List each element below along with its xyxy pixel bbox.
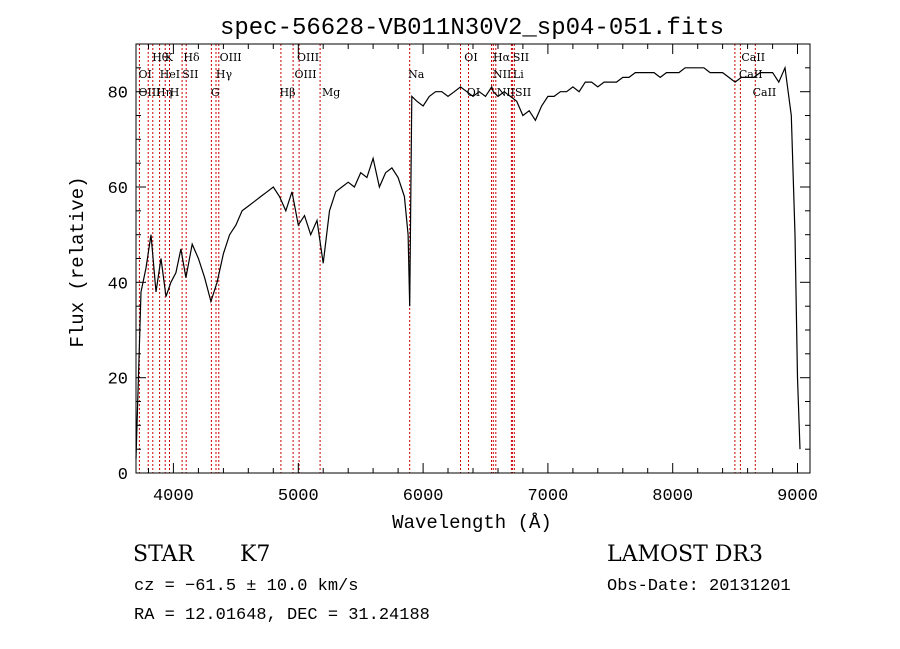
y-tick-label-40: 40: [108, 275, 128, 294]
x-tick-label-6000: 6000: [403, 487, 444, 506]
y-tick-label-0: 0: [118, 466, 128, 485]
line-label-row1-0: Hθ: [152, 51, 169, 64]
ra-dec: RA = 12.01648, DEC = 31.24188: [134, 606, 430, 625]
line-label-row2-8: CaII: [739, 68, 763, 81]
line-label-row1-7: SII: [513, 51, 529, 64]
object-subclass: K7: [240, 542, 270, 567]
x-axis-label: Wavelength (Å): [392, 512, 552, 534]
x-tick-label-8000: 8000: [652, 487, 693, 506]
x-tick-label-7000: 7000: [527, 487, 568, 506]
chart-title: spec-56628-VB011N30V2_sp04-051.fits: [220, 15, 724, 42]
spectral-line-markers: [138, 44, 756, 473]
line-label-row3-6: OI: [467, 86, 480, 99]
line-label-row2-1: HeI: [160, 68, 180, 81]
line-label-row1-6: Hα: [493, 51, 511, 64]
line-label-row3-7: NIISII: [497, 86, 532, 99]
line-label-row1-4: OIII: [297, 51, 319, 64]
y-tick-label-60: 60: [108, 180, 128, 199]
line-label-row1-8: CaII: [741, 51, 765, 64]
line-label-row2-2: SII: [182, 68, 198, 81]
y-tick-label-80: 80: [108, 85, 128, 104]
line-label-row3-4: Hβ: [280, 86, 296, 99]
obs-date: Obs-Date: 20131201: [607, 577, 791, 596]
line-label-row2-5: Na: [408, 68, 425, 81]
spectrum-line: [135, 65, 801, 459]
y-axis-ticks: 0 20 40 60 80: [108, 67, 810, 485]
line-label-row2-0: OI: [139, 68, 152, 81]
line-label-row3-0: OIII: [139, 86, 161, 99]
y-axis-label: Flux (relative): [67, 176, 89, 347]
line-label-row2-4: OIII: [295, 68, 317, 81]
redshift-cz: cz = −61.5 ± 10.0 km/s: [134, 577, 358, 596]
line-label-row1-2: Hδ: [183, 51, 200, 64]
plot-frame: [135, 43, 811, 474]
x-axis-ticks: 4000 5000 6000 7000 8000 9000: [148, 44, 818, 506]
object-class: STAR: [133, 542, 195, 567]
line-label-row3-8: CaII: [753, 86, 777, 99]
line-label-row2-7: Li: [513, 68, 524, 81]
line-label-row2-3: Hγ: [216, 68, 233, 81]
survey-name: LAMOST DR3: [607, 542, 763, 567]
x-tick-label-5000: 5000: [278, 487, 319, 506]
y-tick-label-20: 20: [108, 371, 128, 390]
line-label-row1-1: K: [165, 51, 174, 64]
x-tick-label-4000: 4000: [153, 487, 194, 506]
line-label-row3-3: G: [211, 86, 220, 99]
line-label-row1-3: OIII: [220, 51, 242, 64]
x-tick-label-9000: 9000: [777, 487, 818, 506]
line-label-row3-1: Hη: [156, 86, 172, 99]
line-label-row1-5: OI: [464, 51, 477, 64]
line-label-row2-6: NII: [493, 68, 511, 81]
line-label-row3-2: H: [170, 86, 180, 99]
line-label-row3-5: Mg: [322, 86, 340, 99]
